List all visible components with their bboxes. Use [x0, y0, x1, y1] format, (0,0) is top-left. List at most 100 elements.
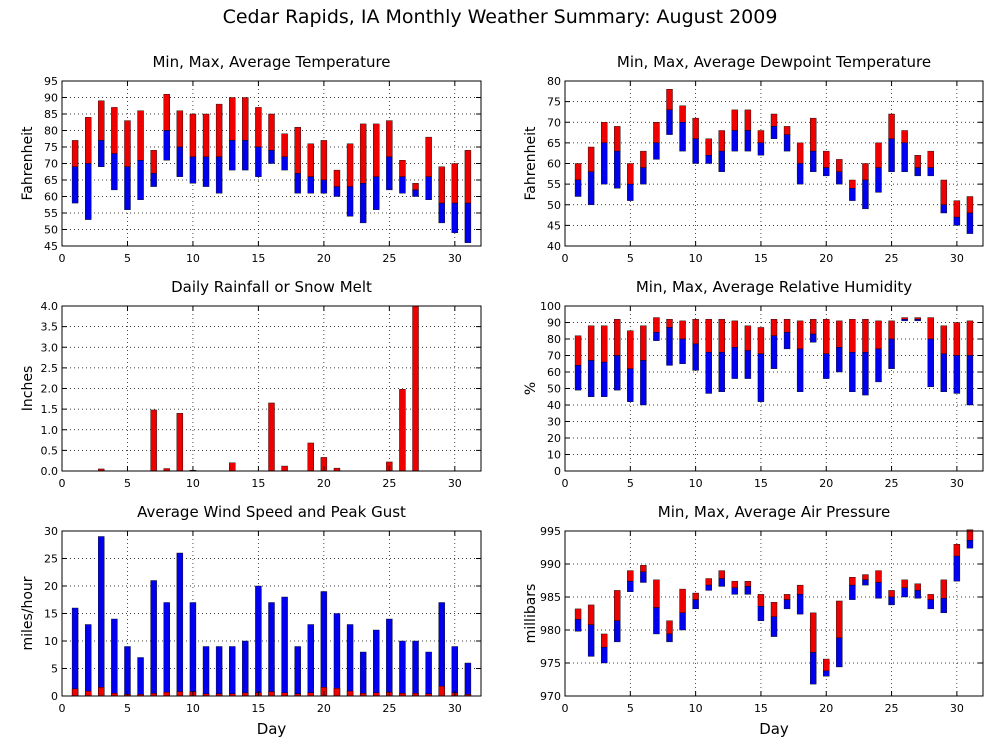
chart-rainfall-ytick-label: 4.0 — [41, 300, 59, 313]
chart-temperature-bar-upper — [281, 133, 288, 158]
chart-rainfall-xtick-label: 20 — [317, 477, 331, 490]
chart-humidity-bar-upper — [823, 319, 830, 355]
chart-wind-bar — [268, 691, 275, 697]
chart-humidity-bar-lower — [823, 353, 830, 379]
chart-dewpoint-bar-upper — [849, 179, 856, 189]
chart-pressure-bar-upper — [901, 579, 908, 588]
chart-pressure-ytick-label: 995 — [540, 525, 561, 538]
chart-humidity-bar-upper — [901, 317, 908, 320]
chart-wind-ytick-label: 10 — [44, 635, 58, 648]
chart-temperature-bar-upper — [202, 113, 210, 158]
chart-humidity-bar-lower — [679, 338, 686, 364]
chart-dewpoint-ylabel: Fahrenheit — [523, 126, 539, 201]
chart-pressure-bar-upper — [679, 588, 686, 614]
chart-rainfall-xtick-label: 25 — [382, 477, 396, 490]
chart-dewpoint-ytick-label: 75 — [547, 96, 561, 109]
chart-humidity-bar-lower — [901, 319, 908, 322]
chart-temperature-ytick-label: 50 — [44, 224, 58, 237]
chart-humidity-ytick-label: 30 — [547, 416, 561, 429]
chart-wind-xtick-label: 15 — [251, 702, 265, 715]
chart-wind-bar — [333, 613, 341, 697]
chart-dewpoint-bar-lower — [744, 130, 752, 152]
chart-dewpoint-bar-upper — [927, 150, 934, 168]
chart-pressure-bar-upper — [587, 604, 595, 625]
chart-temperature-bar-lower — [307, 176, 314, 194]
chart-dewpoint-bar-upper — [966, 196, 974, 214]
chart-rainfall-xtick-label: 0 — [59, 477, 66, 490]
chart-humidity-ytick-label: 20 — [547, 432, 561, 445]
chart-humidity-xtick-label: 25 — [885, 477, 899, 490]
chart-humidity-bar-lower — [796, 348, 804, 392]
chart-dewpoint-bar-upper — [901, 130, 908, 144]
chart-pressure-bar-lower — [653, 607, 660, 635]
chart-wind-bar — [399, 640, 406, 697]
chart-temperature-bar-upper — [84, 117, 92, 164]
chart-pressure-bar-upper — [731, 580, 739, 588]
chart-temperature-bar-upper — [373, 123, 380, 177]
chart-temperature-xtick-label: 5 — [124, 252, 131, 265]
chart-pressure-bar-upper — [666, 620, 673, 635]
chart-wind-bar — [71, 607, 79, 697]
chart-temperature-bar-upper — [399, 159, 406, 177]
chart-temperature: Min, Max, Average Temperature45505560657… — [20, 53, 482, 265]
chart-wind-bar — [438, 685, 445, 697]
chart-dewpoint-bar-upper — [888, 113, 895, 139]
chart-temperature-bar-lower — [98, 140, 105, 167]
chart-pressure-bar-upper — [783, 594, 791, 600]
chart-wind-bar — [242, 640, 249, 697]
chart-dewpoint-bar-upper — [783, 126, 791, 135]
chart-humidity-xtick-label: 10 — [689, 477, 703, 490]
chart-dewpoint-bar-upper — [587, 146, 595, 172]
chart-dewpoint-bar-lower — [796, 163, 804, 185]
chart-temperature-bar-upper — [451, 163, 459, 204]
chart-humidity-bar-lower — [614, 355, 621, 391]
chart-humidity-bar-upper — [614, 319, 621, 356]
chart-wind-bar — [464, 662, 472, 697]
chart-rainfall-bar — [176, 413, 184, 472]
chart-temperature-xtick-label: 25 — [382, 252, 396, 265]
chart-rainfall: Daily Rainfall or Snow Melt 0.0 0.5 1.0 1.5 2… — [20, 278, 482, 490]
chart-wind-bar — [202, 646, 210, 697]
chart-humidity-ytick-label: 60 — [547, 366, 561, 379]
chart-pressure-bar-upper — [940, 579, 948, 599]
chart-humidity-bar-lower — [927, 338, 934, 388]
chart-dewpoint-bar-lower — [809, 150, 817, 172]
chart-dewpoint-bar-lower — [770, 126, 778, 139]
chart-humidity-bar-upper — [875, 320, 882, 350]
chart-rainfall-bar — [412, 305, 419, 472]
chart-wind-xtick-label: 0 — [59, 702, 66, 715]
chart-dewpoint-bar-lower — [705, 155, 712, 164]
chart-dewpoint-bar-upper — [862, 163, 869, 181]
chart-pressure-ytick-label: 985 — [540, 591, 561, 604]
chart-humidity-ytick-label: 90 — [547, 317, 561, 330]
chart-pressure-bar-lower — [888, 596, 895, 606]
chart-wind-bar — [386, 618, 393, 697]
chart-temperature-bar-upper — [255, 107, 262, 148]
chart-temperature-bar-upper — [189, 113, 197, 158]
chart-temperature-bar-upper — [242, 97, 249, 141]
chart-wind-bar — [84, 624, 92, 697]
chart-dewpoint-bar-lower — [731, 130, 739, 152]
chart-pressure-bar-lower — [927, 599, 934, 610]
chart-wind-bar — [451, 646, 459, 697]
chart-humidity-bar-lower — [888, 338, 895, 369]
chart-temperature-bar-lower — [294, 173, 301, 194]
chart-pressure-xtick-label: 10 — [689, 702, 703, 715]
chart-pressure-bar-lower — [666, 633, 673, 643]
chart-pressure-bar-upper — [718, 570, 725, 579]
chart-humidity-bar-lower — [783, 332, 791, 350]
chart-pressure-bar-upper — [692, 592, 699, 600]
chart-dewpoint-ytick-label: 60 — [547, 158, 561, 171]
chart-humidity-xtick-label: 0 — [562, 477, 569, 490]
chart-temperature-bar-upper — [268, 113, 275, 151]
chart-dewpoint-bar-lower — [757, 142, 765, 156]
chart-pressure-bar-lower — [823, 670, 830, 677]
chart-temperature-bar-upper — [386, 120, 393, 158]
chart-dewpoint-bar-lower — [953, 216, 961, 226]
chart-dewpoint-bar-upper — [757, 130, 765, 144]
chart-wind-bar — [333, 688, 341, 697]
chart-dewpoint-bar-lower — [888, 138, 895, 172]
chart-temperature-bar-lower — [215, 156, 223, 194]
chart-rainfall-ytick-label: 1.0 — [41, 424, 59, 437]
